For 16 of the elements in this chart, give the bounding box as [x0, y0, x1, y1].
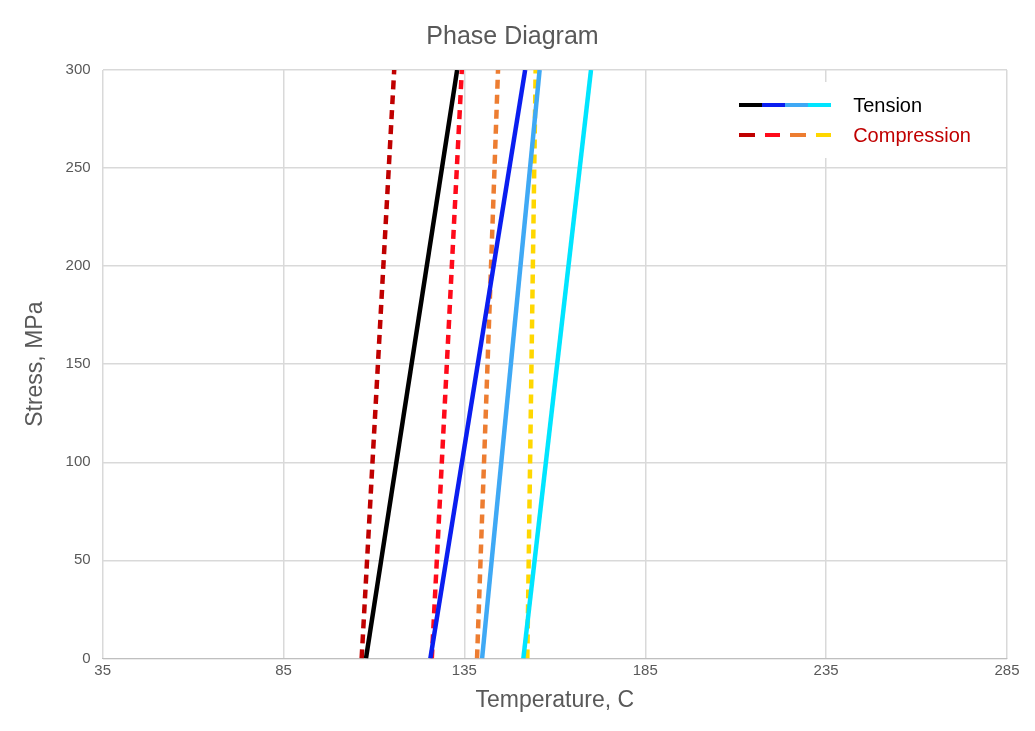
y-axis-title: Stress, MPa [21, 301, 48, 427]
x-tick-label: 285 [994, 660, 1020, 678]
chart-title: Phase Diagram [426, 20, 599, 49]
x-tick-label: 35 [94, 660, 111, 678]
y-tick-label: 250 [65, 158, 91, 176]
y-tick-label: 150 [65, 354, 91, 372]
x-tick-label: 135 [451, 660, 477, 678]
y-tick-label: 0 [82, 648, 91, 666]
y-tick-label: 50 [73, 550, 91, 568]
y-tick-label: 200 [65, 256, 91, 274]
y-tick-label: 100 [65, 452, 91, 470]
x-tick-label: 185 [632, 660, 658, 678]
x-tick-label: 85 [275, 660, 292, 678]
y-tick-label: 300 [65, 60, 91, 78]
x-tick-label: 235 [813, 660, 839, 678]
x-axis-title: Temperature, C [475, 685, 635, 712]
